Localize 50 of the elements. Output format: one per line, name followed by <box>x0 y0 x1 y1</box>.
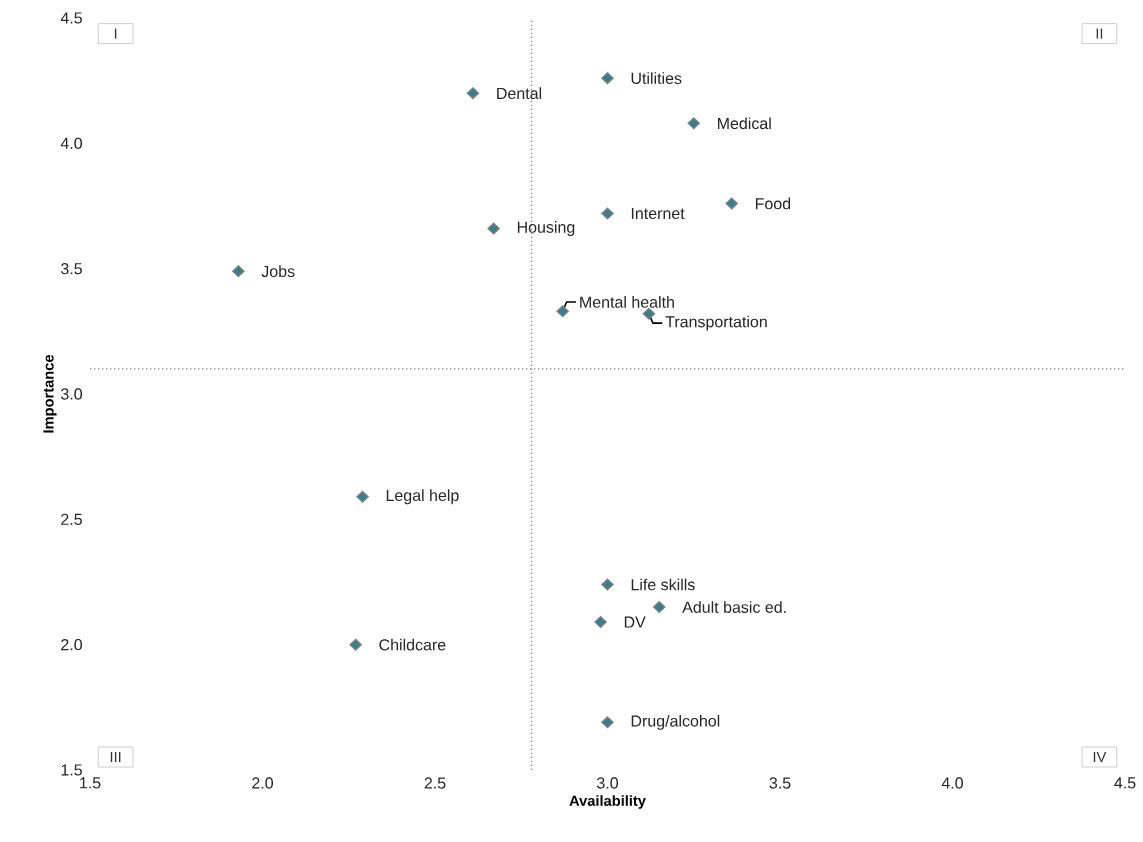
x-tick-label: 2.5 <box>424 777 446 789</box>
point <box>725 197 738 210</box>
annotation: DV <box>624 616 646 628</box>
annotation: Medical <box>718 117 771 130</box>
point <box>356 490 369 503</box>
annotation: Housing <box>517 221 575 237</box>
annotation: Food <box>755 197 791 210</box>
point <box>466 87 480 100</box>
x-tick-label: 3.5 <box>769 777 791 789</box>
annotation: Utilities <box>631 72 682 85</box>
y-tick-label: 2.0 <box>61 638 83 651</box>
point <box>642 307 656 320</box>
y-tick-label: 3.0 <box>60 388 83 400</box>
y-tick-label: 1.5 <box>61 764 82 776</box>
annotation: I <box>114 28 117 39</box>
x-tick-label: 4.5 <box>1114 777 1136 789</box>
point <box>556 305 569 318</box>
y-axis-title: Importance <box>43 354 57 433</box>
y-tick-label: 2.5 <box>61 513 82 525</box>
point <box>652 601 666 614</box>
annotation: Life skills <box>631 578 695 591</box>
x-tick-label: 1.5 <box>80 777 101 789</box>
annotation: Drug/alcohol <box>631 714 720 730</box>
y-tick-label: 3.5 <box>60 263 82 275</box>
annotation: III <box>110 752 121 763</box>
y-tick-label: 4.5 <box>60 12 82 24</box>
annotation: Jobs <box>261 265 295 278</box>
point <box>232 265 245 278</box>
x-tick-label: 2.0 <box>252 777 274 789</box>
annotation: Mental health <box>580 296 674 308</box>
x-axis-title: Availability <box>569 795 646 809</box>
annotation: Internet <box>631 207 685 220</box>
x-tick-label: 4.0 <box>941 777 963 789</box>
y-tick-label: 4.0 <box>60 137 83 149</box>
point <box>601 716 614 729</box>
point <box>601 578 614 591</box>
annotation: Transportation <box>665 315 767 331</box>
point <box>487 222 500 235</box>
point <box>349 638 362 651</box>
point <box>594 616 607 629</box>
annotation: Childcare <box>379 638 446 651</box>
point <box>601 72 614 85</box>
annotation: Legal help <box>386 489 459 505</box>
annotation: IV <box>1093 752 1107 763</box>
annotation: Dental <box>497 87 542 100</box>
x-tick-label: 3.0 <box>596 777 619 789</box>
annotation: Adult basic ed. <box>682 601 786 613</box>
annotation: II <box>1096 28 1103 39</box>
point <box>601 207 614 220</box>
point <box>687 117 701 130</box>
